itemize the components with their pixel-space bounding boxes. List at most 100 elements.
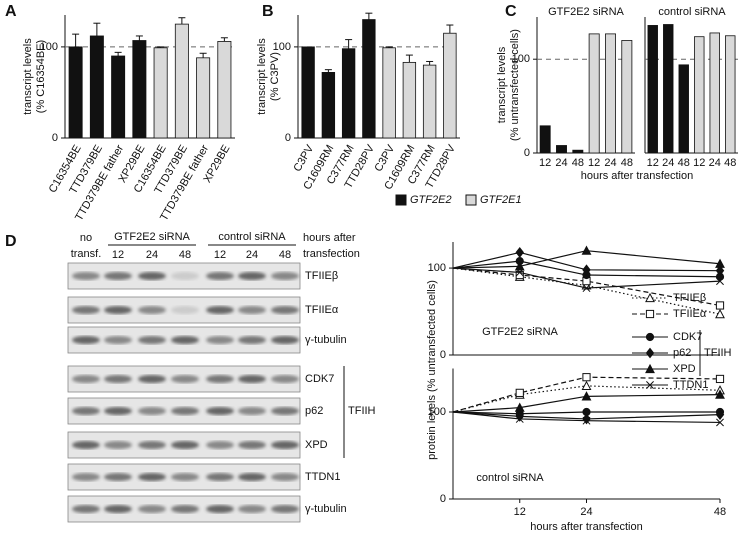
blot-band bbox=[206, 473, 234, 481]
bar bbox=[68, 46, 83, 139]
blot-row-label: TFIIEβ bbox=[305, 270, 338, 282]
blot-header: hours after bbox=[303, 232, 356, 244]
bar bbox=[694, 36, 705, 154]
marker bbox=[645, 309, 655, 319]
blot-band bbox=[138, 336, 166, 344]
bar bbox=[556, 145, 567, 154]
lane-label: 12 bbox=[112, 249, 124, 261]
y-axis-label: protein levels (% untransfected cells) bbox=[426, 280, 438, 460]
marker bbox=[582, 416, 591, 425]
blot-band bbox=[271, 505, 299, 513]
y-axis-label: transcript levels bbox=[22, 38, 34, 115]
bar bbox=[725, 35, 736, 154]
marker bbox=[515, 388, 524, 397]
y-tick-label: 0 bbox=[52, 132, 58, 144]
marker bbox=[514, 261, 525, 271]
blot-band bbox=[171, 272, 199, 280]
marker bbox=[581, 380, 592, 390]
blot-band bbox=[104, 473, 132, 481]
marker bbox=[645, 332, 655, 342]
line bbox=[452, 267, 721, 315]
blot-band bbox=[206, 407, 234, 415]
blot-band bbox=[238, 306, 266, 314]
line bbox=[452, 267, 721, 289]
bar bbox=[382, 47, 396, 139]
blot-band bbox=[104, 306, 132, 314]
blot-band bbox=[72, 505, 100, 513]
legend-label: TTDN1 bbox=[673, 379, 708, 391]
blot-band bbox=[271, 441, 299, 449]
blot-row-label: γ-tubulin bbox=[305, 503, 347, 515]
line bbox=[452, 376, 721, 413]
blot-row-label: TFIIEα bbox=[305, 304, 339, 316]
marker bbox=[715, 409, 725, 421]
blot-band bbox=[238, 336, 266, 344]
blot-band bbox=[72, 306, 100, 314]
y-tick-label: 0 bbox=[285, 132, 291, 144]
lane-label: 12 bbox=[214, 249, 226, 261]
y-axis-label: (% C16354BE) bbox=[35, 40, 47, 113]
blot-band bbox=[206, 375, 234, 383]
marker bbox=[715, 308, 725, 319]
blot-band bbox=[72, 336, 100, 344]
x-axis-label: hours after transfection bbox=[581, 170, 694, 182]
marker bbox=[514, 402, 525, 412]
blot-group: GTF2E2 siRNA bbox=[114, 231, 190, 243]
blot-band bbox=[206, 272, 234, 280]
legend-label: CDK7 bbox=[673, 331, 702, 343]
line bbox=[452, 411, 721, 420]
x-tick-label: 24 bbox=[580, 506, 592, 518]
blot-band bbox=[171, 441, 199, 449]
blot-row-label: p62 bbox=[305, 405, 323, 417]
marker bbox=[716, 418, 724, 427]
blot-band bbox=[104, 336, 132, 344]
y-axis-label: (% C3PV) bbox=[269, 52, 281, 101]
chart-title: GTF2E2 siRNA bbox=[548, 6, 624, 18]
marker bbox=[645, 347, 655, 359]
marker bbox=[582, 284, 591, 293]
blot-band bbox=[72, 272, 100, 280]
bar bbox=[709, 32, 720, 154]
bar bbox=[341, 48, 356, 139]
legend-swatch bbox=[395, 194, 407, 206]
legend-label: p62 bbox=[673, 347, 691, 359]
blot-band bbox=[104, 375, 132, 383]
bar bbox=[572, 149, 584, 154]
blot-band bbox=[104, 272, 132, 280]
blot-band bbox=[206, 505, 234, 513]
x-tick-label: 12 bbox=[588, 157, 600, 169]
blot-row-label: γ-tubulin bbox=[305, 334, 347, 346]
legend-swatch bbox=[465, 194, 477, 206]
bar bbox=[443, 32, 457, 139]
lane-label: 24 bbox=[146, 249, 158, 261]
bar bbox=[196, 57, 211, 139]
blot-band bbox=[72, 441, 100, 449]
x-tick-label: 48 bbox=[678, 157, 690, 169]
bar bbox=[301, 46, 315, 139]
y-axis-label: transcript levels bbox=[496, 46, 508, 123]
line bbox=[452, 267, 721, 307]
marker bbox=[515, 247, 524, 258]
bar bbox=[402, 61, 417, 139]
line bbox=[452, 394, 721, 413]
blot-band bbox=[271, 306, 299, 314]
blot-band bbox=[206, 336, 234, 344]
chart-title: control siRNA bbox=[658, 6, 726, 18]
bar bbox=[539, 125, 551, 154]
legend-label: XPD bbox=[673, 363, 696, 375]
blot-band bbox=[138, 306, 166, 314]
blot-band bbox=[171, 473, 199, 481]
bar bbox=[111, 55, 126, 139]
line bbox=[452, 251, 721, 272]
marker bbox=[515, 268, 524, 277]
panel-label: B bbox=[262, 3, 274, 20]
blot-band bbox=[138, 272, 166, 280]
marker bbox=[715, 374, 725, 384]
x-tick-label: 12 bbox=[647, 157, 659, 169]
marker bbox=[716, 277, 724, 286]
blot-band bbox=[271, 272, 299, 280]
bar bbox=[217, 41, 232, 139]
blot-band bbox=[271, 375, 299, 383]
blot-band bbox=[206, 441, 234, 449]
y-axis-label: transcript levels bbox=[256, 38, 268, 115]
